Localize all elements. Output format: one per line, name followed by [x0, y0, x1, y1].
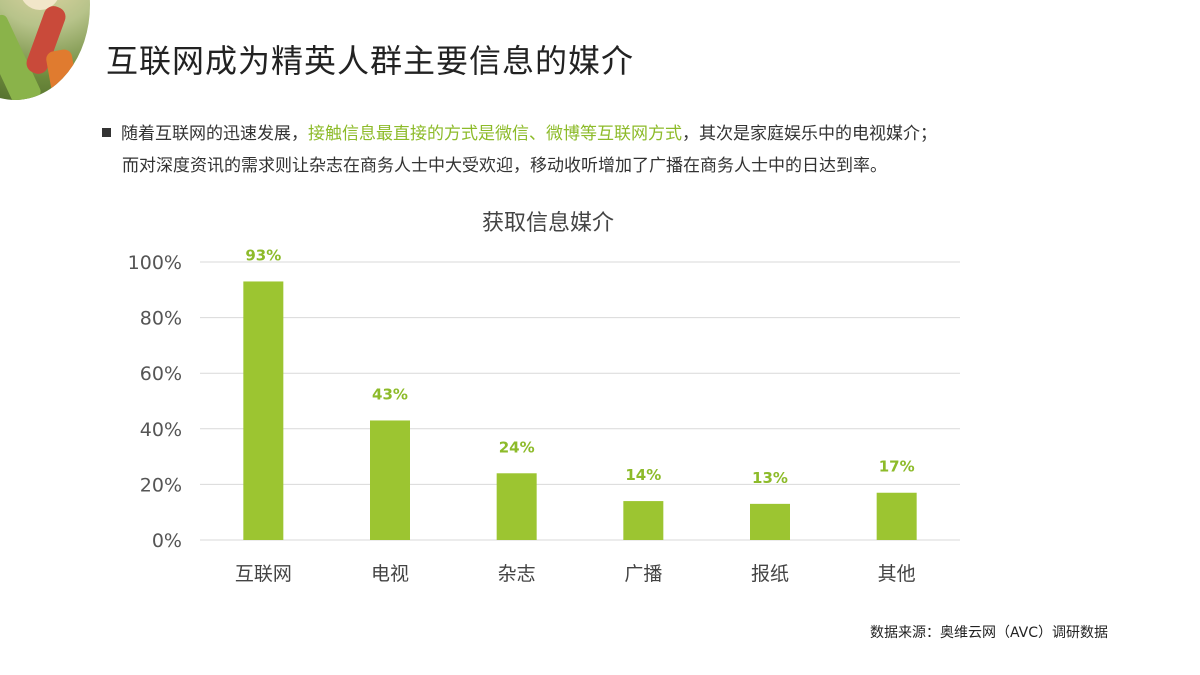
decorative-vegetable-photo — [0, 0, 90, 100]
page-title: 互联网成为精英人群主要信息的媒介 — [106, 42, 635, 80]
data-label: 14% — [625, 466, 661, 484]
x-tick-label: 其他 — [878, 563, 916, 585]
bullet-text: 随着互联网的迅速发展，接触信息最直接的方式是微信、微博等互联网方式，其次是家庭娱… — [102, 118, 1102, 182]
data-label: 24% — [499, 438, 535, 456]
y-tick-label: 40% — [140, 419, 182, 441]
bullet-text-part1: 随着互联网的迅速发展， — [121, 124, 308, 144]
y-tick-label: 80% — [140, 308, 182, 330]
x-tick-label: 杂志 — [498, 563, 536, 585]
bar — [623, 501, 664, 540]
y-tick-label: 60% — [140, 363, 182, 385]
y-tick-label: 0% — [152, 530, 182, 552]
bullet-text-line2: 而对深度资讯的需求则让杂志在商务人士中大受欢迎，移动收听增加了广播在商务人士中的… — [122, 156, 887, 176]
bar — [370, 420, 410, 540]
bullet-text-part2: ，其次是家庭娱乐中的电视媒介； — [682, 124, 937, 144]
bar — [496, 473, 537, 540]
y-tick-label: 100% — [128, 252, 182, 274]
data-label: 93% — [245, 246, 281, 264]
bullet-square-icon — [102, 128, 111, 137]
x-tick-label: 报纸 — [751, 563, 789, 585]
data-label: 43% — [372, 385, 408, 403]
bullet-text-highlight: 接触信息最直接的方式是微信、微博等互联网方式 — [308, 124, 682, 144]
y-tick-label: 20% — [140, 474, 182, 496]
data-label: 17% — [879, 458, 915, 476]
x-tick-label: 互联网 — [235, 563, 292, 585]
bar — [876, 492, 917, 540]
data-label: 13% — [752, 469, 788, 487]
bar — [243, 281, 284, 540]
x-tick-label: 电视 — [371, 563, 409, 585]
x-tick-label: 广播 — [624, 563, 662, 585]
chart-title: 获取信息媒介 — [481, 211, 614, 236]
data-source-note: 数据来源：奥维云网（AVC）调研数据 — [869, 625, 1108, 641]
bar — [750, 503, 790, 540]
